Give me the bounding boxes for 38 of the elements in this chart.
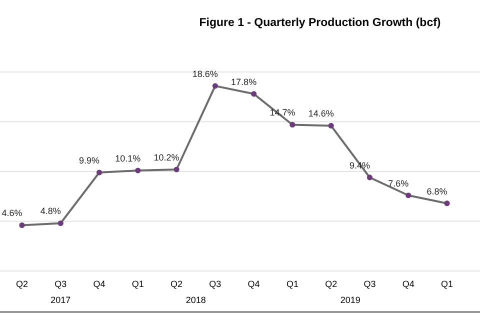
x-tick-label: Q1 <box>440 279 454 289</box>
data-label: 7.6% <box>388 178 409 188</box>
x-tick-label: Q2 <box>170 279 183 289</box>
x-tick-label: Q1 <box>286 279 298 289</box>
x-tick-label: Q2 <box>16 279 28 289</box>
point <box>328 122 334 129</box>
data-label: 17.8% <box>231 76 257 87</box>
x-tick-label: Q3 <box>54 279 67 289</box>
point <box>444 200 450 206</box>
x-tick-label: Q4 <box>248 279 260 289</box>
point <box>174 166 180 172</box>
text: 2019 <box>340 295 360 305</box>
data-label: 4.6% <box>2 208 22 218</box>
x-tick-label: Q4 <box>93 279 106 289</box>
data-label: 18.6% <box>192 68 218 79</box>
point <box>406 192 412 198</box>
data-label: 4.8% <box>40 206 61 216</box>
point <box>96 170 102 176</box>
chart-title: Figure 1 - Quarterly Production Growth (bcf) <box>199 17 441 29</box>
point <box>19 222 25 228</box>
text: 2018 <box>186 295 206 305</box>
point <box>58 220 64 226</box>
point <box>366 174 373 180</box>
point <box>135 168 141 174</box>
x-tick-label: Q4 <box>402 279 414 289</box>
point <box>212 83 218 89</box>
text: 2017 <box>50 295 71 305</box>
x-tick-label: Q3 <box>364 279 376 289</box>
data-label: 10.2% <box>154 152 180 163</box>
x-tick-label: Q2 <box>325 279 338 289</box>
x-tick-label: Q1 <box>132 279 144 289</box>
point <box>290 122 296 128</box>
point <box>251 91 257 97</box>
data-label: 10.1% <box>115 154 141 164</box>
data-label: 9.9% <box>79 155 100 166</box>
data-label: 6.8% <box>426 186 448 196</box>
data-label: 14.6% <box>308 108 334 119</box>
x-tick-label: Q3 <box>209 279 222 289</box>
